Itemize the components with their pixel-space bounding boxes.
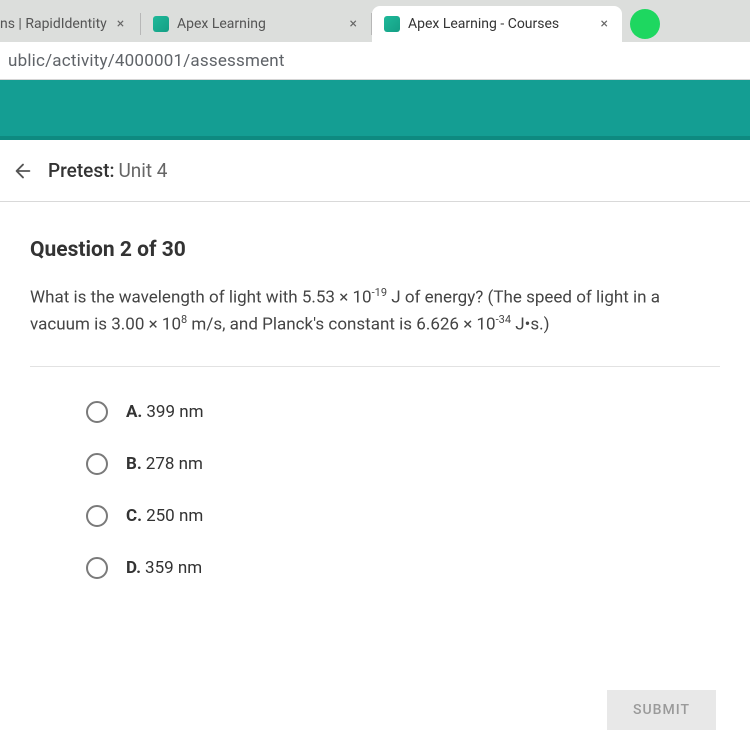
browser-tab-apex-courses[interactable]: Apex Learning - Courses × <box>372 6 622 42</box>
close-icon[interactable]: × <box>599 16 610 32</box>
option-d[interactable]: D.359 nm <box>86 557 720 579</box>
radio-icon[interactable] <box>86 453 108 475</box>
close-icon[interactable]: × <box>348 16 359 32</box>
close-icon[interactable]: × <box>115 16 126 32</box>
address-bar[interactable]: ublic/activity/4000001/assessment <box>0 42 750 80</box>
divider <box>30 366 720 367</box>
options-group: A.399 nm B.278 nm C.250 nm D.359 nm <box>30 401 720 579</box>
question-counter: Question 2 of 30 <box>30 238 720 262</box>
address-text: ublic/activity/4000001/assessment <box>8 51 285 71</box>
browser-tab-apex-learning[interactable]: Apex Learning × <box>141 6 371 42</box>
app-header <box>0 80 750 140</box>
option-a[interactable]: A.399 nm <box>86 401 720 423</box>
option-c[interactable]: C.250 nm <box>86 505 720 527</box>
option-label: B.278 nm <box>126 454 203 474</box>
favicon-icon <box>153 16 169 32</box>
option-label: A.399 nm <box>126 402 204 422</box>
favicon-icon <box>384 16 400 32</box>
title-prefix: Pretest: <box>48 159 114 182</box>
submit-button[interactable]: SUBMIT <box>607 690 716 730</box>
page-title: Pretest: Unit 4 <box>48 159 167 182</box>
tab-label: ns | RapidIdentity <box>0 16 107 32</box>
tab-label: Apex Learning - Courses <box>408 16 559 32</box>
radio-icon[interactable] <box>86 401 108 423</box>
tab-label: Apex Learning <box>177 16 266 32</box>
option-label: D.359 nm <box>126 558 202 578</box>
browser-tab-rapididentity[interactable]: ns | RapidIdentity × <box>0 6 140 42</box>
option-label: C.250 nm <box>126 506 203 526</box>
title-suffix: Unit 4 <box>118 159 167 182</box>
browser-tabstrip: ns | RapidIdentity × Apex Learning × Ape… <box>0 0 750 42</box>
app-frame: ns | RapidIdentity × Apex Learning × Ape… <box>0 0 750 750</box>
radio-icon[interactable] <box>86 557 108 579</box>
question-content: Question 2 of 30 What is the wavelength … <box>0 202 750 750</box>
back-arrow-icon[interactable] <box>12 160 34 182</box>
title-row: Pretest: Unit 4 <box>0 140 750 202</box>
spotify-extension-icon[interactable] <box>630 9 660 39</box>
radio-icon[interactable] <box>86 505 108 527</box>
option-b[interactable]: B.278 nm <box>86 453 720 475</box>
question-text: What is the wavelength of light with 5.5… <box>30 284 670 338</box>
